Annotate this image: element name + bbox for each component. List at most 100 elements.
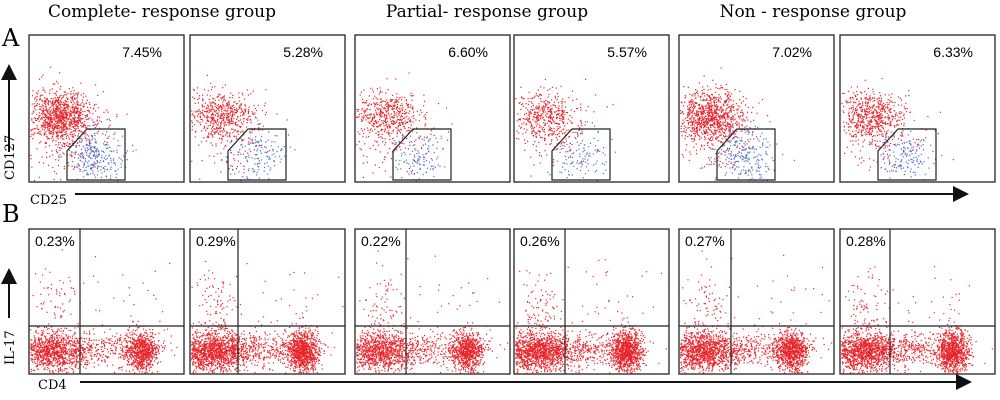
event-dot	[384, 114, 385, 115]
event-dot	[82, 111, 83, 112]
event-dot	[67, 107, 68, 108]
event-dot	[565, 138, 566, 139]
event-dot	[30, 136, 31, 137]
event-dot	[561, 130, 562, 131]
event-dot	[368, 136, 369, 137]
event-dot	[598, 140, 599, 141]
event-dot	[400, 168, 401, 169]
panel-a-plot: 5.28%	[190, 35, 345, 182]
event-dot	[372, 120, 373, 121]
event-dot	[730, 108, 731, 109]
event-dot	[687, 115, 688, 116]
event-dot	[526, 117, 527, 118]
event-dot	[530, 157, 531, 158]
event-dot	[766, 138, 767, 139]
event-dot	[261, 136, 262, 137]
event-dot	[46, 143, 47, 144]
event-dot	[762, 142, 763, 143]
event-dot	[767, 154, 768, 155]
event-dot	[753, 120, 754, 121]
event-dot	[859, 129, 860, 130]
event-dot	[214, 111, 215, 112]
event-dot	[98, 131, 99, 132]
event-dot	[45, 134, 46, 135]
event-dot	[594, 126, 595, 127]
event-dot	[521, 123, 522, 124]
event-dot	[712, 117, 713, 118]
event-dot	[67, 135, 68, 136]
event-dot	[569, 150, 570, 151]
event-dot	[423, 145, 424, 146]
event-dot	[541, 101, 542, 102]
event-dot	[412, 95, 413, 96]
event-dot	[248, 95, 249, 96]
event-dot	[713, 101, 714, 102]
event-dot	[385, 120, 386, 121]
event-dot	[215, 120, 216, 121]
event-dot	[389, 127, 390, 128]
event-dot	[741, 110, 742, 111]
event-dot	[207, 75, 208, 76]
event-dot	[742, 159, 743, 160]
event-dot	[52, 129, 53, 130]
event-dot	[395, 122, 396, 123]
event-dot	[94, 146, 95, 147]
event-dot	[84, 104, 85, 105]
event-dot	[879, 120, 880, 121]
event-dot	[404, 117, 405, 118]
event-dot	[102, 133, 103, 134]
event-dot	[901, 112, 902, 113]
event-dot	[872, 131, 873, 132]
event-dot	[218, 133, 219, 134]
event-dot	[541, 109, 542, 110]
event-dot	[89, 155, 90, 156]
event-dot	[707, 94, 708, 95]
event-dot	[745, 144, 746, 145]
event-dot	[720, 131, 721, 132]
event-dot	[52, 167, 53, 168]
event-dot	[76, 107, 77, 108]
event-dot	[51, 105, 52, 106]
event-dot	[80, 153, 81, 154]
event-dot	[696, 112, 697, 113]
event-dot	[723, 135, 724, 136]
event-dot	[103, 112, 104, 113]
event-dot	[724, 145, 725, 146]
event-dot	[80, 105, 81, 106]
event-dot	[737, 113, 738, 114]
event-dot	[256, 145, 257, 146]
event-dot	[32, 138, 33, 139]
event-dot	[732, 119, 733, 120]
event-dot	[398, 125, 399, 126]
event-dot	[69, 106, 70, 107]
event-dot	[54, 171, 55, 172]
event-dot	[437, 157, 438, 158]
event-dot	[576, 99, 577, 100]
event-dot	[82, 102, 83, 103]
panel-a-plot: 6.33%	[840, 35, 995, 182]
event-dot	[64, 120, 65, 121]
event-dot	[51, 138, 52, 139]
event-dot	[556, 148, 557, 149]
event-dot	[564, 142, 565, 143]
event-dot	[94, 174, 95, 175]
event-dot	[62, 146, 63, 147]
event-dot	[260, 150, 261, 151]
event-dot	[41, 110, 42, 111]
event-dot	[63, 97, 64, 98]
event-dot	[78, 123, 79, 124]
event-dot	[399, 146, 400, 147]
event-dot	[862, 117, 863, 118]
event-dot	[242, 139, 243, 140]
event-dot	[89, 111, 90, 112]
event-dot	[380, 113, 381, 114]
event-dot	[694, 95, 695, 96]
event-dot	[97, 95, 98, 96]
event-dot	[200, 124, 201, 125]
event-dot	[562, 110, 563, 111]
event-dot	[603, 152, 604, 153]
event-dot	[258, 169, 259, 170]
event-dot	[589, 153, 590, 154]
event-dot	[53, 104, 54, 105]
event-dot	[378, 121, 379, 122]
